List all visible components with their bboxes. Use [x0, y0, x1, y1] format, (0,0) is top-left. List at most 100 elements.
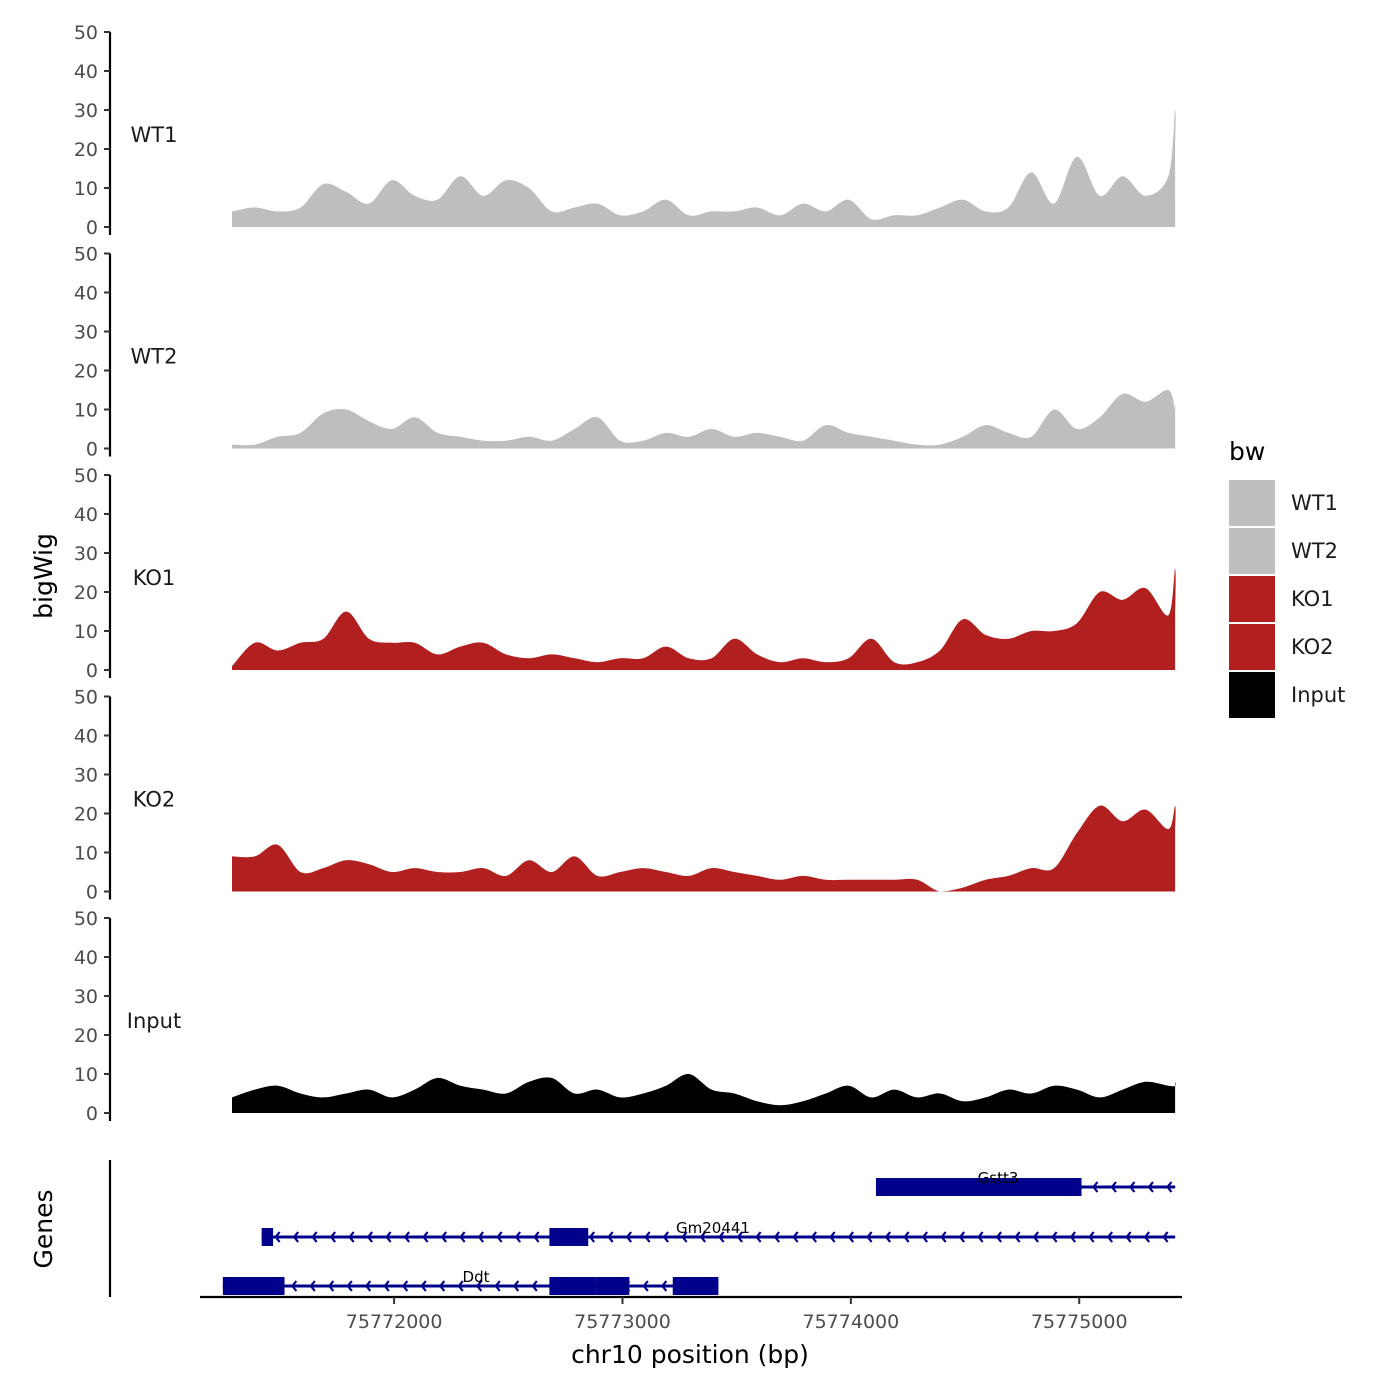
strand-arrow-icon: [940, 1231, 947, 1243]
legend: bw WT1 WT2 KO1 KO2 Input: [1229, 437, 1345, 718]
genes-axis-title: Genes: [29, 1189, 58, 1268]
strand-arrow-icon: [329, 1231, 337, 1243]
gene-exon: [595, 1277, 630, 1295]
y-tick-label: 10: [74, 843, 98, 865]
strand-arrow-icon: [977, 1231, 984, 1243]
y-tick-label: 0: [86, 217, 98, 239]
gene-label: Gstt3: [978, 1169, 1019, 1187]
gene-exon: [261, 1228, 274, 1246]
track-label: KO1: [133, 566, 176, 590]
y-tick-label: 10: [74, 1064, 98, 1086]
y-tick-label: 20: [74, 1025, 98, 1047]
gene-exon: [222, 1277, 285, 1295]
legend-item-wt1: WT1: [1229, 480, 1338, 526]
strand-arrow-icon: [1110, 1181, 1117, 1193]
y-tick-label: 0: [86, 882, 98, 904]
track-label: WT2: [131, 345, 178, 369]
x-axis: 75772000 75773000 75774000 75775000: [200, 1295, 1182, 1333]
strand-arrow-icon: [514, 1231, 522, 1243]
x-axis-title: chr10 position (bp): [571, 1340, 809, 1369]
y-tick-label: 50: [74, 687, 98, 709]
strand-arrow-icon: [420, 1280, 427, 1292]
track-label: KO2: [133, 788, 176, 812]
bigwig-tracks: 0 10 20 30 40 50 WT1 0 10 20 30 40 50 WT2 0 10 20 30 40 50 K…: [74, 22, 1176, 1125]
strand-arrow-icon: [736, 1231, 744, 1243]
track-ko1: 0 10 20 30 40 50 KO1: [74, 465, 1176, 682]
y-tick-label: 40: [74, 61, 98, 83]
strand-arrow-icon: [494, 1280, 501, 1292]
strand-arrow-icon: [607, 1231, 614, 1243]
x-tick-label: 75775000: [1031, 1311, 1128, 1333]
y-tick-label: 10: [74, 178, 98, 200]
strand-arrow-icon: [1143, 1231, 1151, 1243]
strand-arrow-icon: [346, 1280, 353, 1292]
gene-gm20441: Gm20441: [261, 1219, 1176, 1246]
gene-exon: [672, 1277, 719, 1295]
legend-swatch: [1229, 624, 1275, 670]
strand-arrow-icon: [1069, 1231, 1077, 1243]
track-wt2: 0 10 20 30 40 50 WT2: [74, 244, 1176, 461]
strand-arrow-icon: [1092, 1181, 1099, 1193]
legend-swatch: [1229, 480, 1275, 526]
y-tick-label: 0: [86, 660, 98, 682]
strand-arrow-icon: [440, 1231, 448, 1243]
signal-area-ko2: [232, 751, 1176, 892]
strand-arrow-icon: [327, 1280, 335, 1292]
genes-panel: Gstt3 Gm20441 Ddt: [108, 1160, 1176, 1297]
y-tick-label: 20: [74, 361, 98, 383]
strand-arrow-icon: [718, 1231, 725, 1243]
legend-item-ko2: KO2: [1229, 624, 1334, 670]
y-tick-label: 10: [74, 621, 98, 643]
track-wt1: 0 10 20 30 40 50 WT1: [74, 22, 1176, 239]
strand-arrow-icon: [1162, 1231, 1169, 1243]
y-tick-label: 20: [74, 139, 98, 161]
legend-swatch: [1229, 672, 1275, 718]
strand-arrow-icon: [533, 1231, 540, 1243]
strand-arrow-icon: [903, 1231, 910, 1243]
gene-ddt: Ddt: [222, 1268, 719, 1295]
strand-arrow-icon: [995, 1231, 1003, 1243]
legend-item-input: Input: [1229, 672, 1345, 718]
y-tick-label: 50: [74, 244, 98, 266]
x-tick-label: 75772000: [346, 1311, 443, 1333]
strand-arrow-icon: [884, 1231, 892, 1243]
legend-label: WT1: [1291, 491, 1338, 515]
y-tick-label: 50: [74, 465, 98, 487]
strand-arrow-icon: [1125, 1231, 1132, 1243]
strand-arrow-icon: [401, 1280, 409, 1292]
strand-arrow-icon: [866, 1231, 873, 1243]
strand-arrow-icon: [459, 1231, 466, 1243]
y-tick-label: 50: [74, 22, 98, 44]
strand-arrow-icon: [660, 1280, 668, 1292]
y-tick-label: 40: [74, 283, 98, 305]
strand-arrow-icon: [1166, 1181, 1173, 1193]
signal-area-ko1: [232, 487, 1176, 670]
strand-arrow-icon: [810, 1231, 818, 1243]
track-label: WT1: [131, 123, 178, 147]
strand-arrow-icon: [625, 1231, 633, 1243]
strand-arrow-icon: [958, 1231, 966, 1243]
legend-label: KO1: [1291, 587, 1334, 611]
strand-arrow-icon: [309, 1280, 316, 1292]
y-tick-label: 30: [74, 986, 98, 1008]
x-tick-label: 75773000: [574, 1311, 671, 1333]
y-tick-label: 30: [74, 543, 98, 565]
strand-arrow-icon: [921, 1231, 929, 1243]
strand-arrow-icon: [496, 1231, 503, 1243]
legend-item-wt2: WT2: [1229, 528, 1338, 574]
strand-arrow-icon: [1032, 1231, 1040, 1243]
gene-label: Ddt: [463, 1268, 490, 1286]
x-tick-label: 75774000: [803, 1311, 900, 1333]
y-tick-label: 30: [74, 322, 98, 344]
legend-title: bw: [1229, 437, 1265, 466]
strand-arrow-icon: [792, 1231, 799, 1243]
y-tick-label: 20: [74, 582, 98, 604]
signal-area-input: [232, 1073, 1176, 1113]
y-tick-label: 30: [74, 765, 98, 787]
strand-arrow-icon: [531, 1280, 538, 1292]
y-tick-label: 40: [74, 947, 98, 969]
y-axis-title: bigWig: [29, 533, 58, 619]
y-tick-label: 10: [74, 400, 98, 422]
strand-arrow-icon: [681, 1231, 688, 1243]
